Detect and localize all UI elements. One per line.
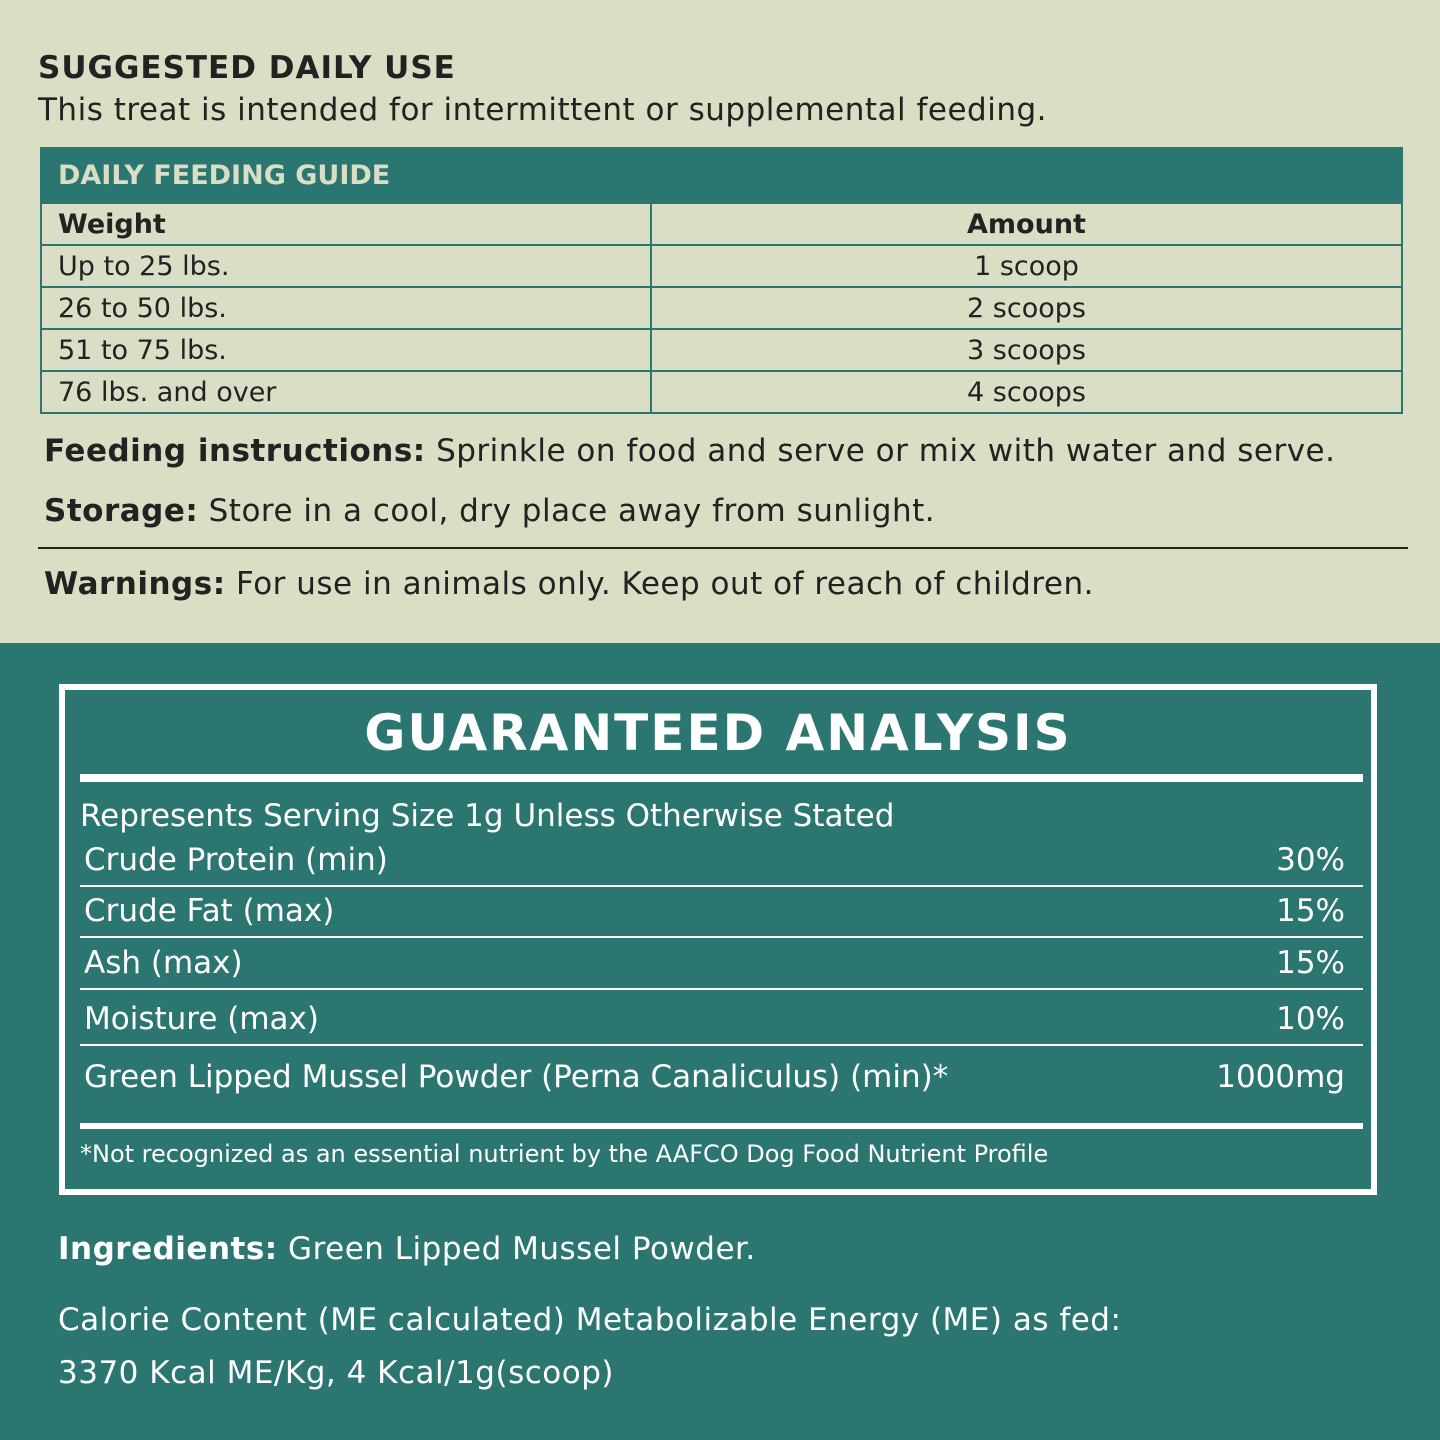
heading: SUGGESTED DAILY USE (38, 50, 456, 86)
nutrient: Crude Protein (min) (84, 842, 388, 878)
guide-row: Up to 25 lbs. 1 scoop (40, 244, 1403, 288)
guide-title: DAILY FEEDING GUIDE (40, 147, 1403, 204)
cell: 1 scoop (650, 244, 1403, 288)
amount: 1000mg (1216, 1059, 1345, 1095)
text: Green Lipped Mussel Powder. (288, 1231, 756, 1267)
calorie: 3370 Kcal ME/Kg, 4 Kcal/1g(scoop) (58, 1355, 614, 1391)
guide-row: 51 to 75 lbs. 3 scoops (40, 328, 1403, 372)
cell: 2 scoops (650, 286, 1403, 330)
guide-row: 26 to 50 lbs. 2 scoops (40, 286, 1403, 330)
analysis-row: Crude Protein (min) 30% (80, 835, 1363, 887)
nutrient: Moisture (max) (84, 1001, 319, 1037)
divider (80, 774, 1363, 782)
guide-row: 76 lbs. and over 4 scoops (40, 370, 1403, 414)
analysis-row: Green Lipped Mussel Powder (Perna Canali… (80, 1051, 1363, 1103)
cell: 76 lbs. and over (40, 370, 652, 414)
amount: 10% (1276, 1001, 1345, 1037)
analysis-row: Moisture (max) 10% (80, 994, 1363, 1046)
analysis-section: GUARANTEED ANALYSIS Represents Serving S… (0, 643, 1440, 1440)
feeding: Feeding instructions: Sprinkle on food a… (44, 433, 1335, 469)
storage: Storage: Store in a cool, dry place away… (44, 493, 935, 529)
divider (80, 1123, 1363, 1129)
analysis-row: Crude Fat (max) 15% (80, 886, 1363, 938)
divider (38, 547, 1408, 549)
text: Store in a cool, dry place away from sun… (208, 493, 936, 529)
label: Warnings: (44, 566, 226, 602)
intro: This treat is intended for intermittent … (38, 92, 1048, 128)
cell: 51 to 75 lbs. (40, 328, 652, 372)
cell: 3 scoops (650, 328, 1403, 372)
header: Weight (40, 202, 652, 246)
warnings: Warnings: For use in animals only. Keep … (44, 566, 1094, 602)
nutrient: Ash (max) (84, 945, 243, 981)
label: Storage: (44, 493, 199, 529)
analysis-row: Ash (max) 15% (80, 938, 1363, 990)
feeding-guide: DAILY FEEDING GUIDE Weight Amount Up to 2… (40, 147, 1403, 414)
ingredients: Ingredients: Green Lipped Mussel Powder. (58, 1231, 756, 1267)
analysis-box: GUARANTEED ANALYSIS Represents Serving S… (59, 684, 1377, 1195)
nutrient: Crude Fat (max) (84, 893, 335, 929)
calorie: Calorie Content (ME calculated) Metaboli… (58, 1302, 1122, 1338)
label: Feeding instructions: (44, 433, 426, 469)
header: Amount (650, 202, 1403, 246)
serving: Represents Serving Size 1g Unless Otherw… (80, 798, 895, 834)
amount: 30% (1276, 842, 1345, 878)
nutrient: Green Lipped Mussel Powder (Perna Canali… (84, 1059, 949, 1095)
cell: Up to 25 lbs. (40, 244, 652, 288)
text: For use in animals only. Keep out of rea… (235, 566, 1094, 602)
usage-section: SUGGESTED DAILY USE This treat is intend… (0, 0, 1440, 643)
footnote: *Not recognized as an essential nutrient… (80, 1140, 1049, 1168)
label: Ingredients: (58, 1231, 278, 1267)
analysis-title: GUARANTEED ANALYSIS (364, 704, 1072, 762)
cell: 4 scoops (650, 370, 1403, 414)
cell: 26 to 50 lbs. (40, 286, 652, 330)
amount: 15% (1276, 893, 1345, 929)
text: Sprinkle on food and serve or mix with w… (436, 433, 1336, 469)
amount: 15% (1276, 945, 1345, 981)
